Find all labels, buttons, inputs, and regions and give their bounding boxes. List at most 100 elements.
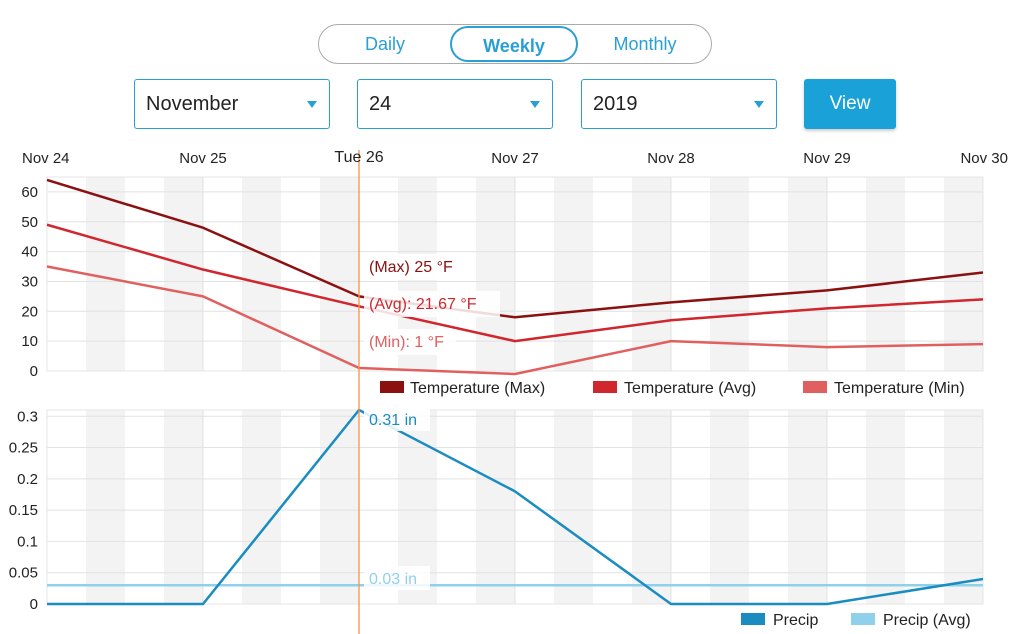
precip-series-line-point bbox=[669, 602, 673, 606]
tooltip-label: 0.31 in bbox=[369, 412, 417, 429]
legend-label: Precip (Avg) bbox=[883, 612, 971, 629]
x-tick-label: Nov 28 bbox=[647, 150, 695, 167]
background-band bbox=[866, 410, 905, 604]
temp-min-series-line-point bbox=[201, 294, 205, 298]
x-tick-label: Nov 29 bbox=[803, 150, 851, 167]
month-select-value: November bbox=[146, 93, 239, 115]
precip-series-line bbox=[47, 408, 984, 606]
day-select[interactable]: 24 bbox=[357, 79, 553, 129]
monthly-toggle-button[interactable]: Monthly bbox=[613, 34, 677, 54]
day-select-value: 24 bbox=[369, 93, 392, 115]
background-band bbox=[320, 177, 359, 371]
precip-avg-series-line-point bbox=[669, 583, 673, 587]
y-tick-label: 10 bbox=[21, 333, 38, 350]
crosshair-date-label: Tue 26 bbox=[334, 149, 383, 166]
temp-max-series-line-point bbox=[201, 226, 205, 230]
temp-min-series-line-point bbox=[825, 345, 829, 349]
temp-avg-series-line-point bbox=[981, 297, 985, 301]
period-toggle: Daily Weekly Monthly bbox=[318, 24, 712, 64]
x-tick-label: Nov 30 bbox=[960, 150, 1008, 167]
temp-max-series-line bbox=[46, 178, 984, 319]
temp-max-series-line-point bbox=[45, 178, 49, 182]
tooltip-background bbox=[364, 566, 430, 590]
precip-avg-series-line-point bbox=[513, 583, 517, 587]
weekly-toggle-button[interactable]: Weekly bbox=[450, 26, 578, 62]
x-tick-label: Nov 27 bbox=[491, 150, 539, 167]
tooltip-background bbox=[364, 291, 500, 317]
temp-avg-series-line-point bbox=[513, 339, 517, 343]
y-tick-label: 30 bbox=[21, 273, 38, 290]
tooltip-background bbox=[364, 329, 456, 355]
temp-max-series-line-point bbox=[513, 315, 517, 319]
year-select-value: 2019 bbox=[593, 93, 638, 115]
background-band bbox=[554, 177, 593, 371]
precip-series-line-point bbox=[513, 489, 517, 493]
background-band bbox=[710, 177, 749, 371]
temp-avg-series-line-point bbox=[669, 318, 673, 322]
y-tick-label: 50 bbox=[21, 214, 38, 231]
y-tick-label: 0.15 bbox=[9, 502, 38, 519]
background-band bbox=[944, 410, 983, 604]
x-tick-label: Nov 25 bbox=[179, 150, 227, 167]
year-select[interactable]: 2019 bbox=[581, 79, 777, 129]
background-band bbox=[242, 177, 281, 371]
precip-series-line-point bbox=[201, 602, 205, 606]
y-tick-label: 20 bbox=[21, 303, 38, 320]
temp-max-series-line-point bbox=[669, 300, 673, 304]
temp-avg-series-line bbox=[46, 223, 984, 343]
background-band bbox=[164, 177, 203, 371]
temp-min-series-line-point bbox=[45, 265, 49, 269]
plot-frame bbox=[46, 409, 984, 605]
temp-min-series-line bbox=[46, 265, 984, 376]
temp-min-series-line-point bbox=[669, 339, 673, 343]
month-select[interactable]: November bbox=[134, 79, 330, 129]
tooltip-label: (Avg): 21.67 °F bbox=[369, 296, 477, 313]
y-tick-label: 0.3 bbox=[17, 408, 38, 425]
legend-swatch bbox=[803, 381, 827, 393]
temp-avg-series-line-point bbox=[201, 268, 205, 272]
tooltip-background bbox=[364, 254, 474, 280]
background-band bbox=[86, 410, 125, 604]
legend-label: Temperature (Min) bbox=[834, 380, 965, 397]
temp-max-series-line-point bbox=[981, 271, 985, 275]
precip-avg-series-line-point bbox=[825, 583, 829, 587]
y-tick-label: 0.2 bbox=[17, 471, 38, 488]
temp-max-series-line-point bbox=[825, 288, 829, 292]
background-band bbox=[164, 410, 203, 604]
view-button[interactable]: View bbox=[804, 79, 896, 129]
precip-series-line-point bbox=[825, 602, 829, 606]
background-band bbox=[476, 177, 515, 371]
tooltip-label: (Max) 25 °F bbox=[369, 259, 453, 276]
legend-swatch bbox=[741, 613, 765, 625]
plot-frame bbox=[46, 176, 984, 372]
background-band bbox=[710, 410, 749, 604]
y-tick-label: 0.1 bbox=[17, 533, 38, 550]
y-tick-label: 0 bbox=[30, 363, 38, 380]
background-band bbox=[554, 410, 593, 604]
background-band bbox=[788, 177, 827, 371]
precip-avg-series-line-point bbox=[45, 583, 49, 587]
legend-label: Temperature (Max) bbox=[410, 380, 545, 397]
background-band bbox=[320, 410, 359, 604]
temp-avg-series-line-point bbox=[825, 306, 829, 310]
y-tick-label: 60 bbox=[21, 184, 38, 201]
precip-series-line-point bbox=[45, 602, 49, 606]
legend-swatch bbox=[380, 381, 404, 393]
precip-avg-series-line-point bbox=[981, 583, 985, 587]
legend-swatch bbox=[851, 613, 875, 625]
precip-series-line-point bbox=[981, 577, 985, 581]
background-band bbox=[788, 410, 827, 604]
precip-avg-series-line-point bbox=[201, 583, 205, 587]
legend-swatch bbox=[593, 381, 617, 393]
background-band bbox=[632, 410, 671, 604]
y-tick-label: 0.05 bbox=[9, 565, 38, 582]
background-band bbox=[242, 410, 281, 604]
temp-avg-series-line-point bbox=[45, 223, 49, 227]
daily-toggle-button[interactable]: Daily bbox=[364, 34, 405, 54]
background-band bbox=[476, 410, 515, 604]
background-band bbox=[866, 177, 905, 371]
tooltip-background bbox=[364, 407, 430, 431]
y-tick-label: 40 bbox=[21, 244, 38, 261]
tooltip-label: 0.03 in bbox=[369, 571, 417, 588]
y-tick-label: 0.25 bbox=[9, 440, 38, 457]
